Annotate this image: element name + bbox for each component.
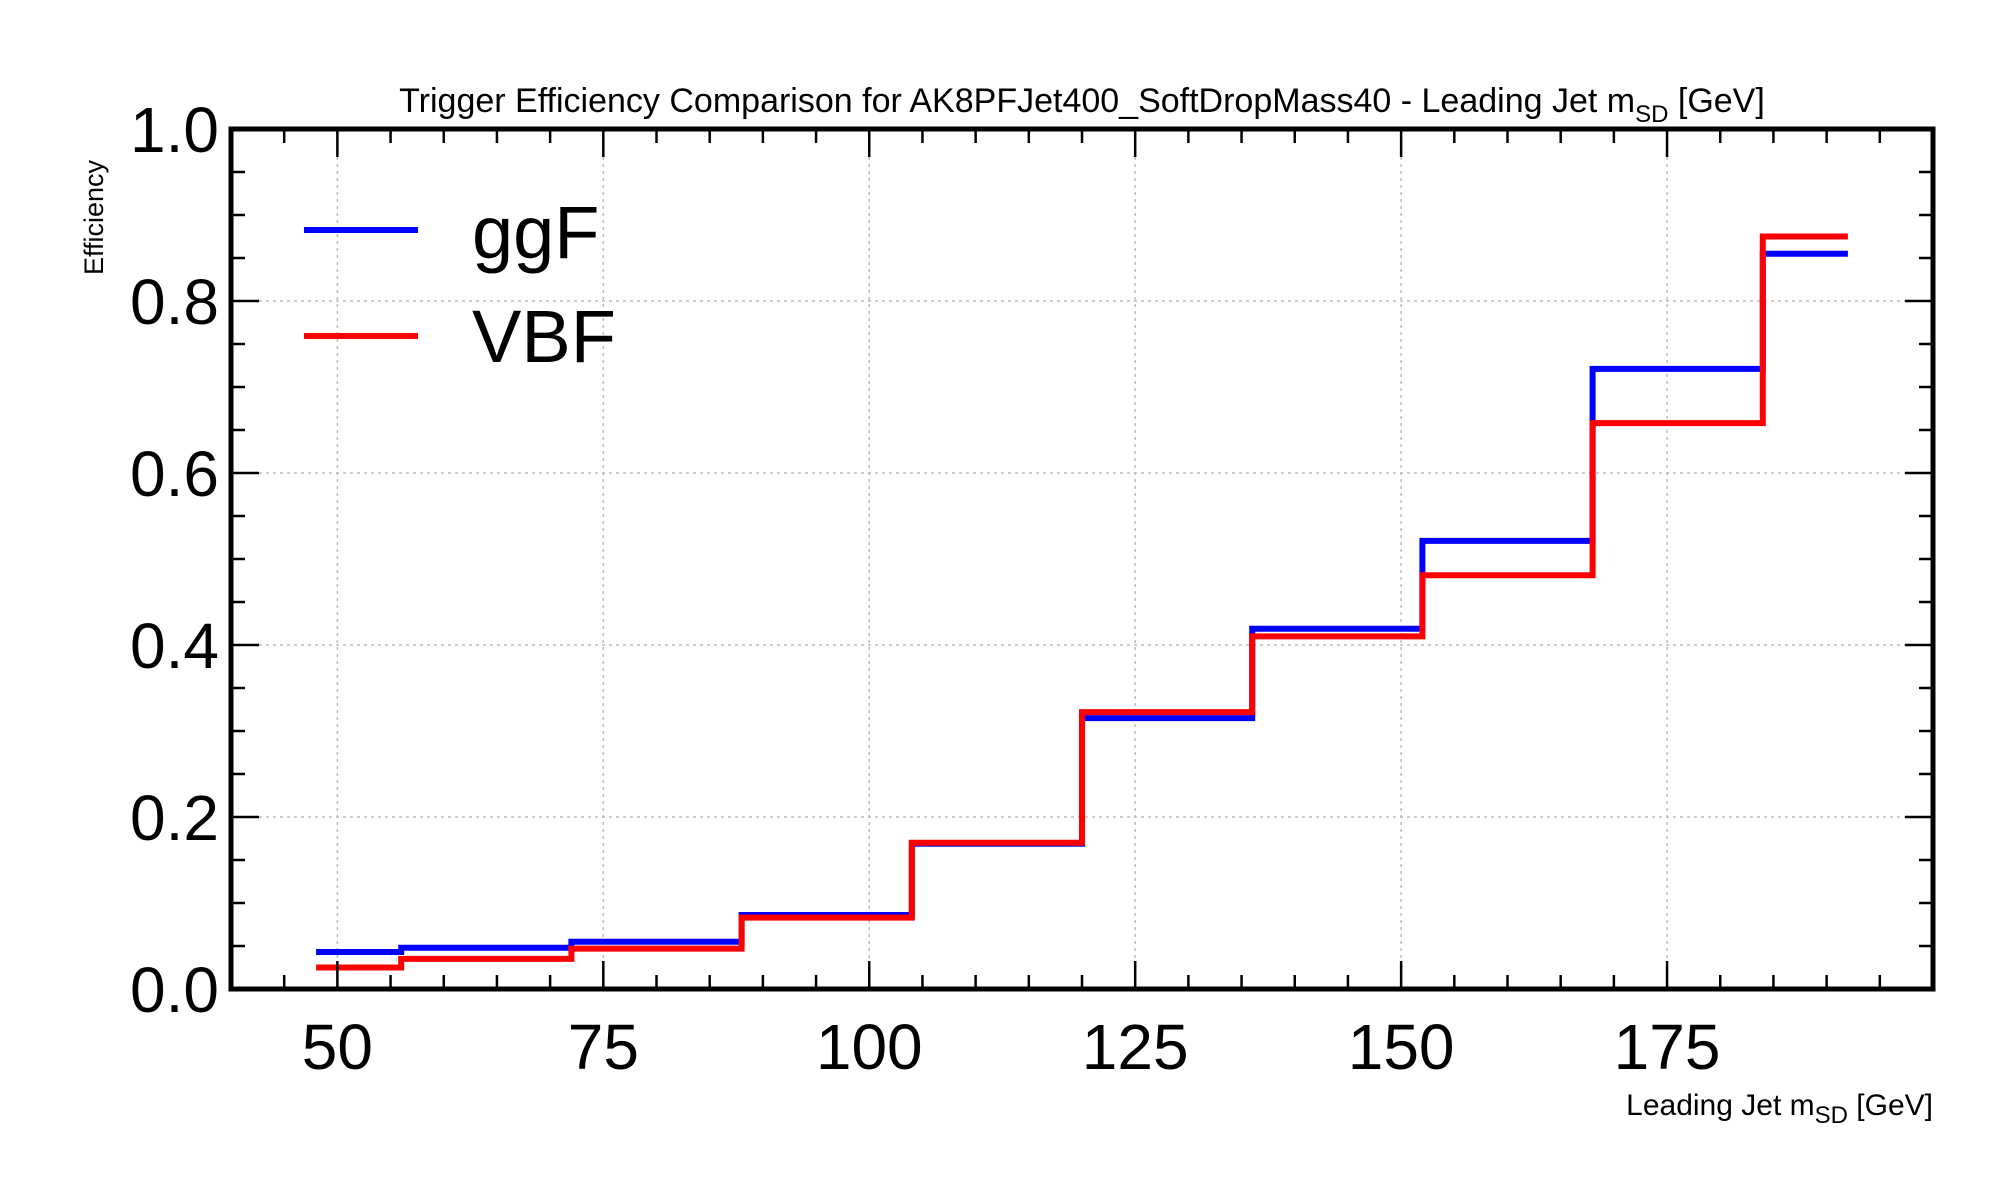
chart-title: Trigger Efficiency Comparison for AK8PFJ… [399,82,1765,128]
y-tick-label: 1.0 [130,94,219,166]
grid [231,129,1933,989]
series-layer [316,233,1848,971]
x-tick-label: 125 [1082,1011,1189,1083]
x-tick-label: 150 [1348,1011,1455,1083]
x-tick-label: 75 [568,1011,639,1083]
x-tick-label: 175 [1614,1011,1721,1083]
x-tick-label: 50 [302,1011,373,1083]
y-tick-label: 0.2 [130,782,219,854]
y-tick-label: 0.0 [130,954,219,1026]
y-tick-label: 0.6 [130,438,219,510]
x-axis-title: Leading Jet mSD [GeV] [1626,1089,1933,1129]
tick-labels: 50 75 100 125 150 175 0.0 0.2 0.4 0.6 0.8 1.0 [130,94,1720,1083]
x-tick-label: 100 [816,1011,923,1083]
y-tick-label: 0.4 [130,610,219,682]
y-tick-label: 0.8 [130,266,219,338]
axis-ticks [231,127,1933,991]
y-axis-title: Efficiency [79,159,109,275]
legend-label-vbf: VBF [472,295,616,378]
legend-label-ggf: ggF [472,191,600,274]
series-line-vbf [316,233,1848,971]
legend: ggF VBF [304,191,616,378]
plot-frame [228,126,1936,992]
